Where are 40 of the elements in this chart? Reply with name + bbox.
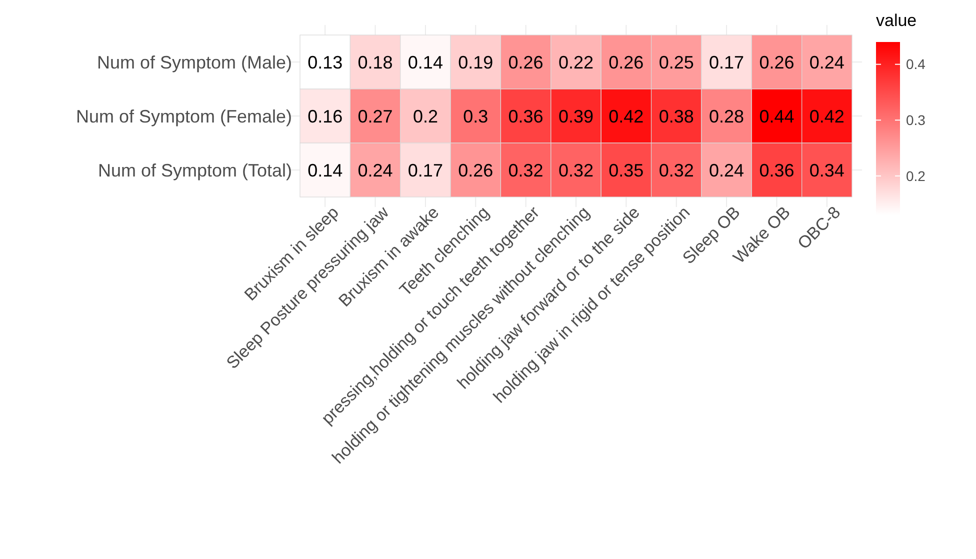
data-label: 0.32 <box>658 160 694 180</box>
data-label: 0.22 <box>558 52 594 72</box>
data-label: 0.26 <box>458 160 494 180</box>
y-tick-label: Num of Symptom (Total) <box>98 160 292 180</box>
data-label: 0.26 <box>759 52 794 72</box>
data-label: 0.24 <box>709 160 744 180</box>
color-bar-label: 0.4 <box>906 56 926 72</box>
data-label: 0.38 <box>658 106 694 126</box>
data-label: 0.34 <box>809 160 844 180</box>
data-label: 0.18 <box>358 52 393 72</box>
data-label: 0.16 <box>308 106 343 126</box>
data-label: 0.14 <box>308 160 343 180</box>
data-label: 0.36 <box>759 160 794 180</box>
data-label: 0.14 <box>408 52 443 72</box>
data-label: 0.25 <box>658 52 694 72</box>
data-label: 0.42 <box>608 106 644 126</box>
data-label: 0.17 <box>408 160 443 180</box>
data-label: 0.2 <box>412 106 438 126</box>
data-label: 0.26 <box>508 52 544 72</box>
data-label: 0.17 <box>709 52 744 72</box>
legend-title: value <box>876 11 917 30</box>
color-bar-label: 0.2 <box>906 168 926 184</box>
y-tick-label: Num of Symptom (Female) <box>76 106 292 126</box>
data-label: 0.32 <box>558 160 594 180</box>
y-tick-label: Num of Symptom (Male) <box>96 52 292 72</box>
data-label: 0.24 <box>809 52 844 72</box>
data-label: 0.28 <box>709 106 744 126</box>
data-label: 0.19 <box>458 52 494 72</box>
data-label: 0.3 <box>463 106 488 126</box>
data-label: 0.24 <box>358 160 393 180</box>
data-label: 0.44 <box>759 106 794 126</box>
data-label: 0.13 <box>308 52 343 72</box>
color-bar-label: 0.3 <box>906 112 926 128</box>
data-label: 0.32 <box>508 160 544 180</box>
data-label: 0.39 <box>558 106 594 126</box>
data-label: 0.36 <box>508 106 544 126</box>
data-label: 0.26 <box>608 52 644 72</box>
data-label: 0.42 <box>809 106 844 126</box>
data-label: 0.35 <box>608 160 644 180</box>
data-label: 0.27 <box>358 106 393 126</box>
